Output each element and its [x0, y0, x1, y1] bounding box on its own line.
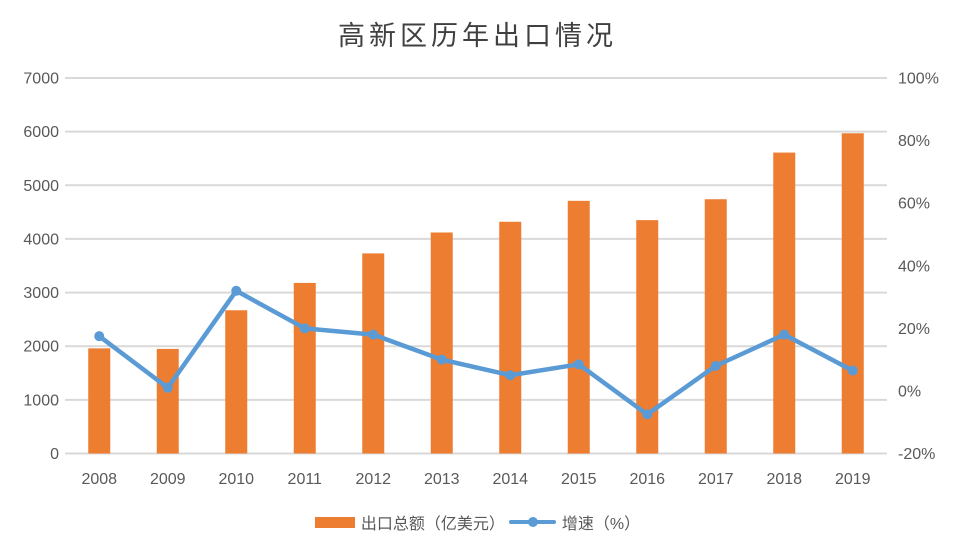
chart-title: 高新区历年出口情况	[338, 21, 617, 52]
bar-2019	[841, 133, 864, 454]
bar-2009	[156, 348, 179, 454]
right-axis-tick-label: 100%	[898, 71, 939, 88]
x-axis-label-2017: 2017	[698, 471, 734, 488]
x-axis-label-2009: 2009	[150, 471, 186, 488]
x-axis-label-2011: 2011	[288, 471, 323, 488]
left-axis-tick-label: 6000	[23, 124, 59, 141]
legend-label-exports: 出口总额（亿美元）	[360, 516, 505, 533]
legend-line-swatch	[508, 517, 556, 527]
right-axis-tick-label: 0%	[898, 383, 921, 400]
growth-point-2018	[779, 329, 790, 340]
right-axis-tick-label: 60%	[898, 196, 930, 213]
bar-2010	[225, 310, 248, 454]
growth-line	[97, 288, 855, 417]
bar-2018	[773, 152, 796, 454]
left-axis-tick-label: 2000	[23, 339, 59, 356]
right-axis-tick-label: -20%	[898, 446, 935, 463]
growth-point-2009	[162, 382, 173, 393]
bar-2016	[636, 220, 659, 454]
legend-bar-swatch	[314, 516, 355, 528]
left-axis-tick-label: 5000	[23, 178, 59, 195]
left-axis-tick-label: 1000	[23, 392, 59, 409]
legend-item-exports: 出口总额（亿美元）	[314, 510, 505, 534]
x-axis-label-2019: 2019	[835, 471, 871, 488]
left-axis-tick-label: 7000	[23, 71, 59, 88]
bar-2014	[499, 221, 522, 454]
x-axis-label-2018: 2018	[766, 471, 802, 488]
right-axis-tick-label: 20%	[898, 321, 930, 338]
growth-point-2015	[573, 359, 584, 370]
growth-point-2008	[94, 331, 105, 342]
bar-2017	[704, 199, 727, 454]
legend-line-dot-icon	[527, 517, 538, 527]
growth-point-2012	[368, 329, 379, 340]
growth-point-2013	[436, 354, 447, 365]
growth-point-2016	[642, 409, 653, 420]
x-axis-label-2016: 2016	[629, 471, 665, 488]
chart-legend: 出口总额（亿美元） 增速（%）	[0, 509, 955, 535]
growth-point-2014	[505, 370, 516, 381]
legend-label-growth: 增速（%）	[561, 516, 641, 533]
bar-2015	[567, 200, 590, 454]
x-axis-label-2013: 2013	[424, 471, 460, 488]
growth-point-2019	[847, 365, 858, 376]
left-axis-tick-label: 3000	[23, 285, 59, 302]
growth-point-2010	[231, 285, 242, 296]
bar-2013	[430, 232, 453, 454]
legend-item-growth: 增速（%）	[508, 510, 641, 534]
growth-point-2017	[710, 360, 721, 371]
growth-point-2011	[299, 323, 310, 334]
x-axis-label-2008: 2008	[81, 471, 117, 488]
x-axis-label-2015: 2015	[561, 471, 597, 488]
left-axis-tick-label: 4000	[23, 231, 59, 248]
x-axis-label-2014: 2014	[492, 471, 528, 488]
bar-2012	[362, 253, 385, 454]
left-axis-tick-label: 0	[50, 446, 59, 463]
right-axis-tick-label: 80%	[898, 133, 930, 150]
right-axis-tick-label: 40%	[898, 258, 930, 275]
x-axis-label-2010: 2010	[218, 471, 254, 488]
bar-2011	[293, 282, 316, 454]
x-axis-label-2012: 2012	[355, 471, 391, 488]
bar-2008	[88, 348, 111, 454]
